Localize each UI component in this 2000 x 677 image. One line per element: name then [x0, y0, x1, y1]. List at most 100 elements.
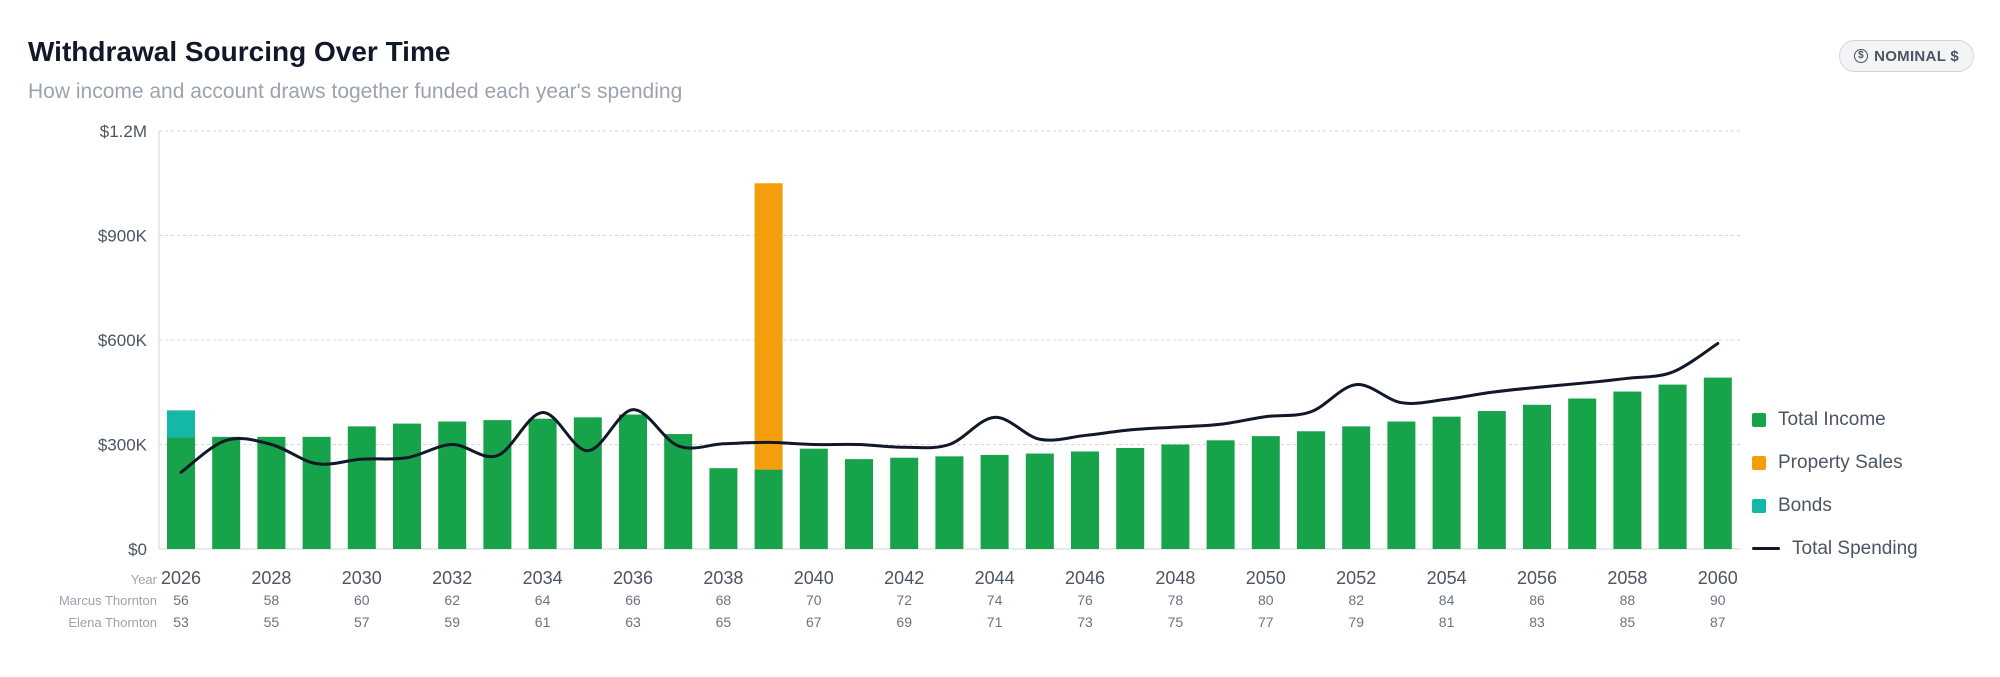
- x-tick-year: 2044: [975, 568, 1015, 588]
- x-tick-age: 86: [1529, 592, 1545, 608]
- x-tick-year: 2048: [1155, 568, 1195, 588]
- x-tick-age: 69: [896, 614, 912, 630]
- x-tick-age: 62: [444, 592, 460, 608]
- bar-total-income-2038: [709, 468, 738, 549]
- x-tick-age: 57: [354, 614, 370, 630]
- y-tick-label: $0: [128, 540, 147, 559]
- bar-total-income-2050: [1251, 436, 1280, 549]
- x-tick-age: 61: [535, 614, 551, 630]
- chart-title: Withdrawal Sourcing Over Time: [28, 36, 451, 67]
- legend-swatch-property-sales: [1752, 455, 1766, 470]
- bar-total-income-2027: [212, 436, 241, 549]
- bar-total-income-2030: [347, 426, 376, 549]
- legend-label-total-income: Total Income: [1778, 408, 1886, 430]
- legend-item-bonds[interactable]: Bonds: [1752, 484, 1992, 527]
- x-tick-age: 72: [896, 592, 912, 608]
- bar-total-income-2059: [1658, 384, 1687, 549]
- bar-total-income-2047: [1116, 447, 1145, 549]
- bar-total-income-2053: [1387, 421, 1416, 549]
- bar-total-income-2026: [167, 437, 195, 549]
- x-tick-age: 53: [173, 614, 189, 630]
- x-tick-year: 2042: [884, 568, 924, 588]
- nominal-dollars-toggle[interactable]: $ NOMINAL $: [1839, 40, 1974, 72]
- bar-total-income-2039: [754, 469, 783, 549]
- x-tick-year: 2034: [523, 568, 563, 588]
- x-tick-year: 2050: [1246, 568, 1286, 588]
- bar-total-income-2028: [257, 436, 286, 549]
- chart-legend: Total Income Property Sales Bonds Total …: [1752, 398, 1992, 570]
- x-tick-age: 74: [987, 592, 1003, 608]
- x-tick-age: 76: [1077, 592, 1093, 608]
- x-tick-age: 90: [1710, 592, 1726, 608]
- x-tick-age: 56: [173, 592, 189, 608]
- x-tick-age: 84: [1439, 592, 1455, 608]
- x-tick-age: 81: [1439, 614, 1455, 630]
- legend-swatch-bonds: [1752, 498, 1766, 513]
- x-tick-age: 59: [444, 614, 460, 630]
- y-tick-label: $600K: [98, 331, 148, 350]
- x-tick-age: 83: [1529, 614, 1545, 630]
- bar-total-income-2033: [483, 420, 512, 549]
- total-spending-line: [179, 341, 1720, 474]
- x-tick-age: 55: [264, 614, 280, 630]
- legend-label-total-spending: Total Spending: [1792, 537, 1918, 559]
- bar-total-income-2040: [799, 448, 828, 549]
- y-tick-label: $900K: [98, 227, 148, 246]
- x-tick-year: 2060: [1698, 568, 1738, 588]
- bar-total-income-2031: [393, 423, 421, 549]
- x-tick-year: 2026: [161, 568, 201, 588]
- y-tick-label: $300K: [98, 436, 148, 455]
- bar-total-income-2057: [1568, 398, 1597, 549]
- x-tick-age: 66: [625, 592, 641, 608]
- legend-label-bonds: Bonds: [1778, 494, 1832, 516]
- bar-total-income-2052: [1342, 426, 1371, 549]
- bar-total-income-2056: [1523, 404, 1551, 549]
- x-tick-year: 2056: [1517, 568, 1557, 588]
- x-tick-age: 73: [1077, 614, 1093, 630]
- x-tick-age: 77: [1258, 614, 1274, 630]
- bar-total-income-2044: [980, 454, 1009, 549]
- x-tick-age: 71: [987, 614, 1003, 630]
- x-tick-age: 70: [806, 592, 822, 608]
- bar-total-income-2034: [528, 418, 557, 549]
- x-tick-year: 2058: [1607, 568, 1647, 588]
- bar-total-income-2054: [1432, 416, 1461, 549]
- x-tick-year: 2032: [432, 568, 472, 588]
- legend-item-property-sales[interactable]: Property Sales: [1752, 441, 1992, 484]
- dollar-circle-icon: $: [1854, 49, 1869, 63]
- x-tick-age: 85: [1620, 614, 1636, 630]
- x-tick-age: 87: [1710, 614, 1726, 630]
- legend-label-property-sales: Property Sales: [1778, 451, 1903, 473]
- nominal-dollars-label: NOMINAL $: [1874, 47, 1959, 65]
- bar-total-income-2051: [1297, 431, 1325, 549]
- bar-total-income-2055: [1477, 411, 1506, 549]
- bar-total-income-2042: [890, 457, 919, 549]
- x-tick-age: 65: [716, 614, 732, 630]
- legend-item-total-income[interactable]: Total Income: [1752, 398, 1992, 441]
- bar-bonds-2026: [167, 410, 195, 438]
- x-tick-year: 2028: [251, 568, 291, 588]
- x-row-label: Year: [131, 572, 158, 587]
- x-tick-year: 2040: [794, 568, 834, 588]
- x-tick-year: 2054: [1427, 568, 1467, 588]
- bar-total-income-2058: [1613, 391, 1642, 549]
- x-tick-age: 58: [264, 592, 280, 608]
- bar-total-income-2032: [438, 421, 467, 549]
- bar-property-sales-2039: [754, 183, 783, 470]
- bar-total-income-2037: [664, 434, 693, 549]
- x-tick-age: 68: [716, 592, 732, 608]
- bar-total-income-2041: [845, 459, 873, 549]
- bar-total-income-2035: [573, 417, 602, 549]
- x-tick-age: 64: [535, 592, 551, 608]
- bar-total-income-2036: [619, 414, 647, 549]
- x-tick-year: 2030: [342, 568, 382, 588]
- x-tick-age: 67: [806, 614, 822, 630]
- legend-item-total-spending[interactable]: Total Spending: [1752, 527, 1992, 570]
- x-tick-age: 78: [1168, 592, 1184, 608]
- legend-line-total-spending: [1752, 547, 1780, 550]
- x-tick-age: 60: [354, 592, 370, 608]
- x-row-label: Marcus Thornton: [59, 593, 157, 608]
- x-row-label: Elena Thornton: [68, 615, 157, 630]
- bar-total-income-2049: [1206, 440, 1235, 549]
- legend-swatch-total-income: [1752, 412, 1766, 427]
